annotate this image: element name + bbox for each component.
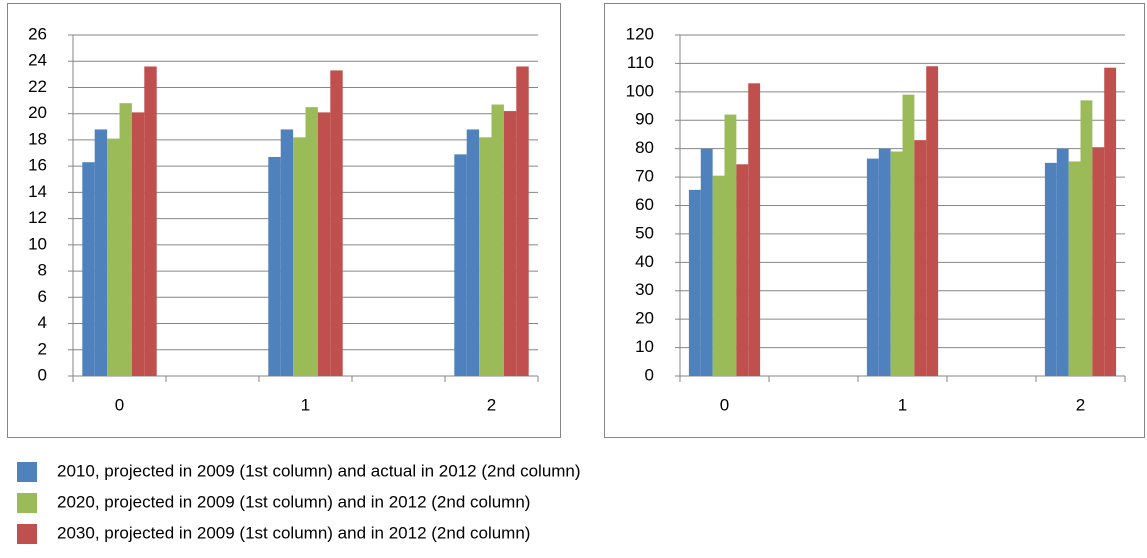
bar (1068, 161, 1081, 376)
y-tick-label: 40 (635, 252, 654, 271)
bar (748, 83, 761, 376)
x-tick-label: 2 (487, 395, 496, 414)
bar (466, 129, 480, 376)
bar (94, 129, 108, 376)
bar (317, 112, 331, 376)
x-tick-label: 0 (720, 395, 729, 414)
y-tick-label: 60 (635, 195, 654, 214)
y-tick-label: 0 (38, 365, 47, 384)
y-tick-label: 22 (28, 77, 47, 96)
y-tick-label: 12 (28, 208, 47, 227)
y-tick-label: 20 (28, 103, 47, 122)
x-tick-label: 0 (115, 395, 124, 414)
bar (293, 137, 306, 376)
bar (82, 162, 95, 376)
bar (866, 158, 879, 376)
y-tick-label: 90 (635, 110, 654, 129)
bar (1104, 67, 1117, 376)
y-tick-label: 120 (626, 24, 654, 43)
bar (503, 111, 517, 377)
y-tick-label: 16 (28, 156, 47, 175)
y-tick-label: 80 (635, 138, 654, 157)
legend-label: 2030, projected in 2009 (1st column) and… (57, 523, 530, 542)
y-tick-label: 10 (635, 337, 654, 356)
bar (902, 94, 915, 377)
bar (516, 66, 529, 376)
y-tick-label: 8 (38, 261, 47, 280)
bar (1056, 148, 1069, 376)
bar (926, 66, 939, 376)
y-tick-label: 70 (635, 167, 654, 186)
bar (700, 148, 713, 376)
bar (736, 164, 749, 376)
y-tick-label: 0 (645, 365, 654, 384)
y-tick-label: 10 (28, 234, 47, 253)
bar (268, 156, 281, 376)
bar (479, 137, 492, 376)
bar (131, 112, 145, 376)
bar (454, 154, 467, 376)
bar (878, 148, 891, 376)
bar (305, 107, 318, 376)
y-tick-label: 30 (635, 280, 654, 299)
bar (890, 151, 903, 376)
legend-swatch (17, 462, 37, 482)
y-tick-label: 24 (28, 51, 47, 70)
x-tick-label: 1 (898, 395, 907, 414)
y-tick-label: 4 (38, 313, 47, 332)
bar (688, 189, 701, 376)
bar (107, 138, 120, 376)
bar (724, 114, 737, 377)
x-tick-label: 2 (1076, 395, 1085, 414)
bar (491, 104, 504, 376)
legend-label: 2010, projected in 2009 (1st column) and… (57, 461, 581, 480)
legend-swatch (17, 524, 37, 544)
y-tick-label: 50 (635, 223, 654, 242)
legend-label: 2020, projected in 2009 (1st column) and… (57, 492, 530, 511)
x-tick-label: 1 (301, 395, 310, 414)
y-tick-label: 18 (28, 129, 47, 148)
y-tick-label: 100 (626, 81, 654, 100)
bar (119, 103, 132, 376)
y-tick-label: 20 (635, 309, 654, 328)
bar (712, 175, 725, 376)
bar (280, 129, 294, 376)
y-tick-label: 6 (38, 287, 47, 306)
bar (1044, 162, 1057, 376)
legend-swatch (17, 493, 37, 513)
bar (914, 140, 927, 376)
y-tick-label: 2 (38, 339, 47, 358)
bar (330, 70, 343, 377)
bar (1092, 147, 1105, 376)
y-tick-label: 110 (627, 53, 654, 72)
y-tick-label: 14 (28, 182, 47, 201)
bar (144, 66, 157, 376)
bar (1080, 100, 1093, 376)
y-tick-label: 26 (28, 24, 47, 43)
